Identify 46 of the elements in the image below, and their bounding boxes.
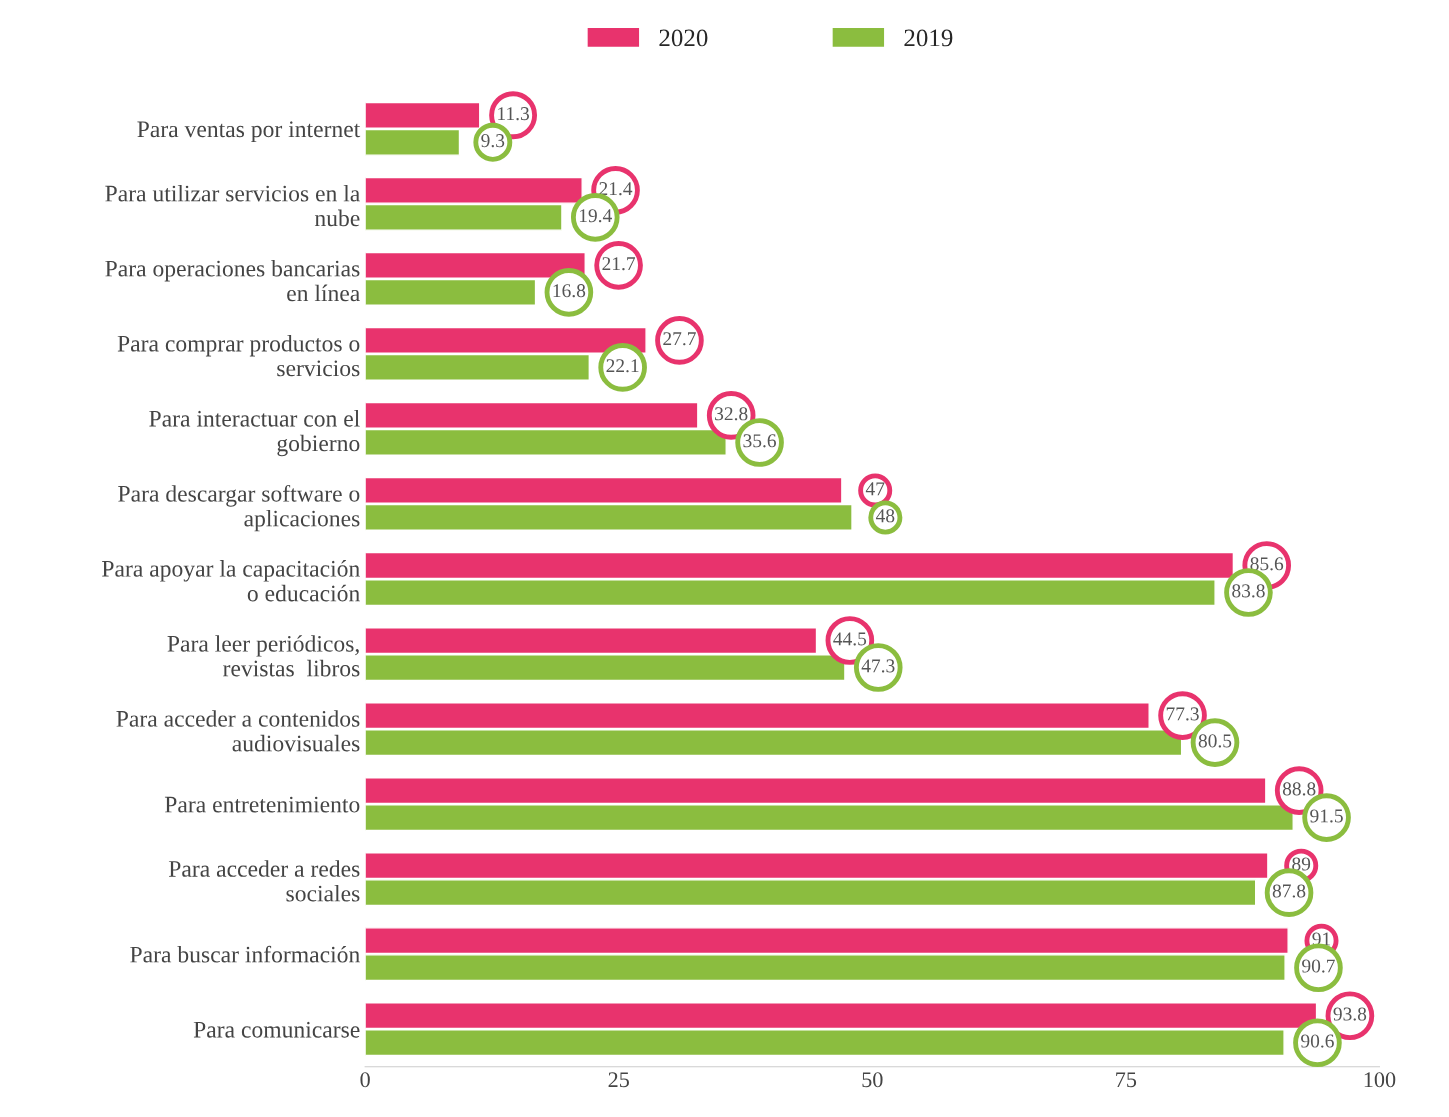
data-label: 9.3 <box>481 134 505 148</box>
data-label: 21.7 <box>602 257 636 271</box>
data-label: 85.6 <box>1250 557 1284 571</box>
y-tick-label: Para acceder a redes sociales <box>168 860 360 902</box>
y-tick-label: Para leer periódicos, revistas libros <box>167 635 360 677</box>
x-tick-label: 50 <box>862 1072 883 1088</box>
data-label: 91.5 <box>1310 809 1343 823</box>
y-tick-label: Para ventas por internet <box>137 121 361 143</box>
data-label: 83.8 <box>1232 584 1265 598</box>
data-label: 87.8 <box>1272 884 1306 898</box>
data-label: 89 <box>1292 857 1311 871</box>
data-label: 48 <box>876 509 895 523</box>
y-tick-label: Para utilizar servicios en la nube <box>105 184 360 227</box>
legend-label: 2019 <box>904 29 953 47</box>
data-label: 93.8 <box>1333 1007 1367 1021</box>
data-label: 44.5 <box>833 632 867 646</box>
data-label: 22.1 <box>606 359 639 373</box>
data-label: 21.4 <box>599 182 633 196</box>
data-label: 47 <box>865 482 885 496</box>
data-label: 47.3 <box>861 659 895 673</box>
y-tick-label: Para interactuar con el gobierno <box>149 410 360 457</box>
y-tick-label: Para buscar información <box>130 945 360 963</box>
x-tick-label: 100 <box>1364 1072 1396 1088</box>
data-label: 90.6 <box>1301 1034 1334 1048</box>
data-label: 90.7 <box>1302 959 1335 973</box>
data-label: 32.8 <box>715 407 748 421</box>
data-label: 19.4 <box>579 209 612 223</box>
y-tick-label: Para apoyar la capacitación o educación <box>102 560 360 602</box>
data-label: 27.7 <box>663 332 696 346</box>
data-label: 77.3 <box>1166 707 1199 721</box>
data-label: 80.5 <box>1198 734 1232 748</box>
data-label: 35.6 <box>743 434 777 448</box>
x-tick-label: 25 <box>608 1072 629 1088</box>
x-tick-label: 75 <box>1116 1072 1137 1088</box>
y-tick-label: Para descargar software o aplicaciones <box>118 484 360 532</box>
data-label: 91 <box>1312 932 1331 946</box>
y-tick-label: Para comunicarse <box>193 1021 360 1038</box>
data-label: 11.3 <box>498 107 529 121</box>
y-tick-label: Para acceder a contenidos audiovisuales <box>116 710 360 752</box>
y-tick-label: Para comprar productos o servicios <box>117 335 360 377</box>
x-tick-label: 0 <box>360 1072 370 1088</box>
data-label: 16.8 <box>553 284 586 298</box>
y-tick-label: Para entretenimiento <box>164 796 360 813</box>
legend-label: 2020 <box>659 29 708 47</box>
data-label: 88.8 <box>1282 782 1316 796</box>
y-tick-label: Para operaciones bancarias en línea <box>105 259 360 302</box>
